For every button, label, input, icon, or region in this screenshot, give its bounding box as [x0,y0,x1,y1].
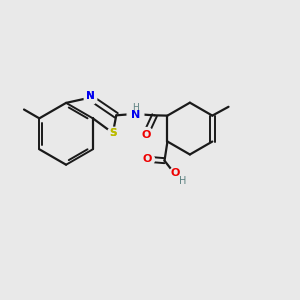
Text: H: H [179,176,187,186]
Text: H: H [132,103,139,112]
Text: N: N [131,110,140,120]
Text: S: S [110,128,117,138]
Text: N: N [86,91,94,101]
Text: N: N [86,91,94,101]
Text: O: O [142,154,152,164]
Text: S: S [110,128,117,138]
Text: O: O [141,130,150,140]
Text: O: O [170,168,179,178]
